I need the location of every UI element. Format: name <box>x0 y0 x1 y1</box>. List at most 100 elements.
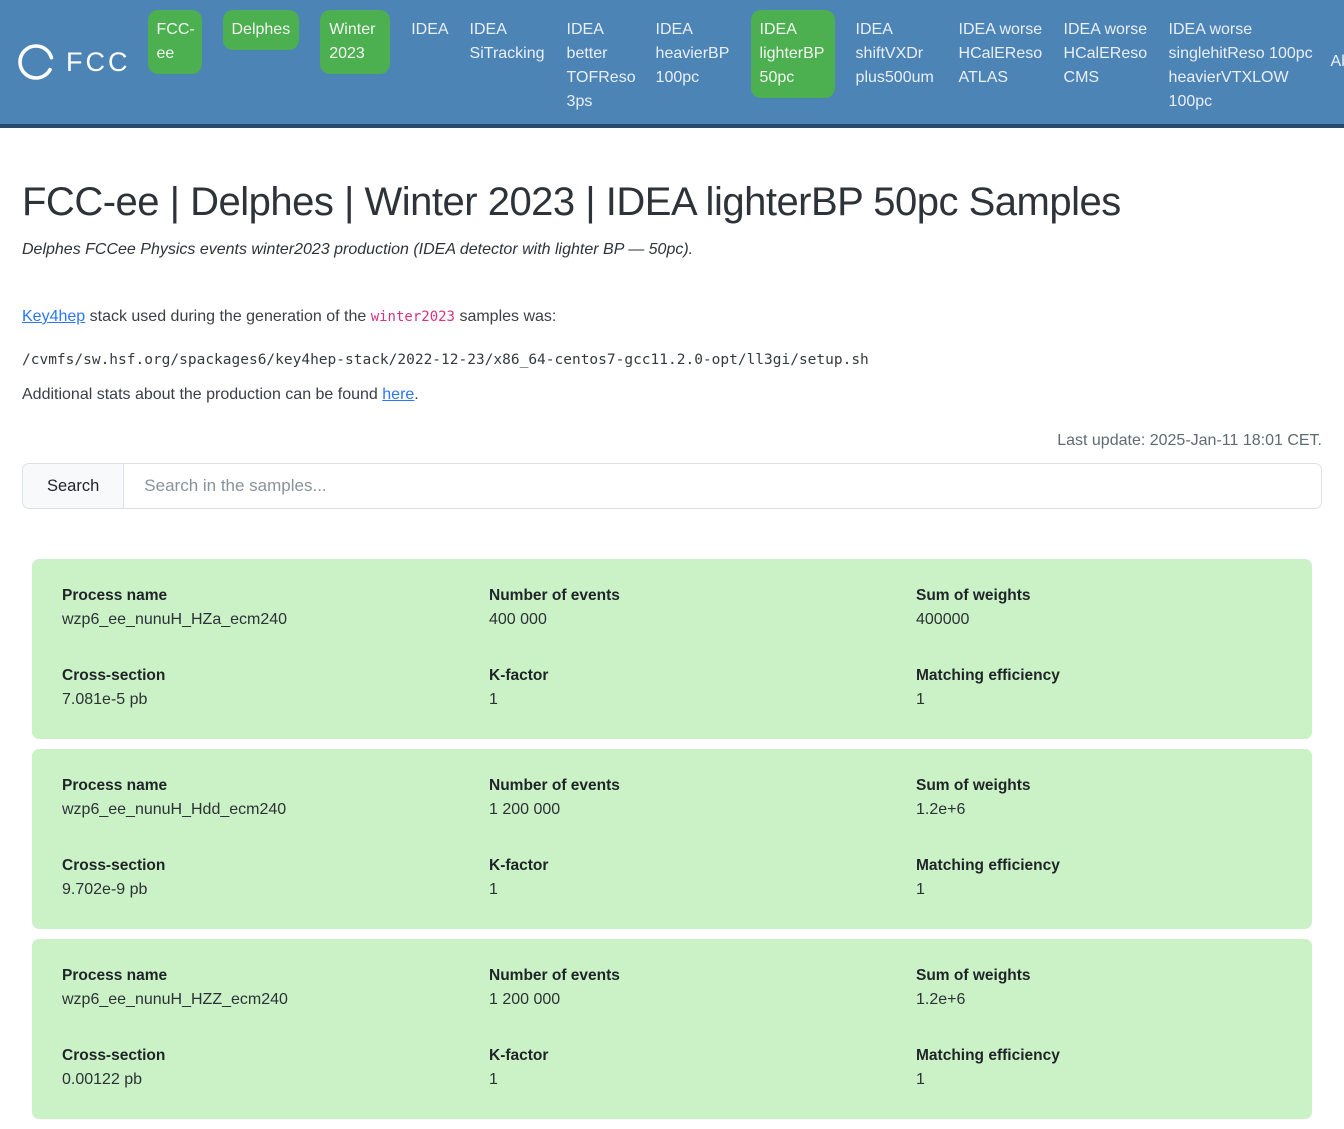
k-factor-cell: K-factor 1 <box>489 1044 916 1092</box>
field-value: 1.2e+6 <box>916 801 966 818</box>
nav-item-idea-better-tofreso-3ps[interactable]: IDEA better TOFReso 3ps <box>566 10 636 122</box>
cross-section-cell: Cross-section 7.081e-5 pb <box>62 664 489 712</box>
field-label: K-factor <box>489 1047 549 1064</box>
stack-text-2: samples was: <box>455 308 557 325</box>
nav-item-idea-lighterbp-50pc[interactable]: IDEA lighterBP 50pc <box>750 10 835 98</box>
search-label: Search <box>22 463 124 509</box>
sample-card-3: Process name wzp6_ee_nunuH_HZZ_ecm240 Nu… <box>32 939 1312 1119</box>
nav-link-idea-better-tofreso-3ps[interactable]: IDEA better TOFReso 3ps <box>566 21 636 110</box>
field-value: 7.081e-5 pb <box>62 691 148 708</box>
matching-efficiency-cell: Matching efficiency 1 <box>916 854 1282 902</box>
field-label: Sum of weights <box>916 587 1031 604</box>
nav-link-idea-worse-singlehitreso[interactable]: IDEA worse singlehitReso 100pc heavierVT… <box>1168 21 1313 110</box>
sample-card-1: Process name wzp6_ee_nunuH_HZa_ecm240 Nu… <box>32 559 1312 739</box>
field-label: Cross-section <box>62 1047 166 1064</box>
nav-item-fcc-ee[interactable]: FCC-ee <box>147 10 202 74</box>
stats-paragraph: Additional stats about the production ca… <box>22 383 1322 407</box>
field-value: 400000 <box>916 611 970 628</box>
field-label: Matching efficiency <box>916 667 1060 684</box>
logo-text: FCC <box>66 46 131 77</box>
nav-link-delphes[interactable]: Delphes <box>222 10 300 50</box>
process-name-cell: Process name wzp6_ee_nunuH_HZa_ecm240 <box>62 584 489 632</box>
field-value: 9.702e-9 pb <box>62 881 148 898</box>
stack-paragraph: Key4hep stack used during the generation… <box>22 305 1322 329</box>
fcc-ring-icon <box>16 42 56 82</box>
nav-link-idea-shiftvxdr-plus500um[interactable]: IDEA shiftVXDr plus500um <box>855 21 934 86</box>
nav-link-idea-sitracking[interactable]: IDEA SiTracking <box>469 21 545 62</box>
field-label: K-factor <box>489 857 549 874</box>
samples-list: Process name wzp6_ee_nunuH_HZa_ecm240 Nu… <box>32 559 1312 1119</box>
sample-card-2: Process name wzp6_ee_nunuH_Hdd_ecm240 Nu… <box>32 749 1312 929</box>
nav-link-idea-worse-hcalereso-cms[interactable]: IDEA worse HCalEReso CMS <box>1063 21 1148 86</box>
field-label: Number of events <box>489 967 620 984</box>
sum-of-weights-cell: Sum of weights 400000 <box>916 584 1282 632</box>
page-title: FCC-ee | Delphes | Winter 2023 | IDEA li… <box>22 180 1121 224</box>
matching-efficiency-cell: Matching efficiency 1 <box>916 664 1282 712</box>
field-label: Cross-section <box>62 667 166 684</box>
field-value: 1 <box>916 1071 925 1088</box>
cross-section-cell: Cross-section 9.702e-9 pb <box>62 854 489 902</box>
nav-link-idea-worse-hcalereso-atlas[interactable]: IDEA worse HCalEReso ATLAS <box>958 21 1043 86</box>
nav-item-about[interactable]: About <box>1331 53 1344 71</box>
field-value: 1 <box>489 1071 498 1088</box>
field-value: 1.2e+6 <box>916 991 966 1008</box>
field-value: wzp6_ee_nunuH_HZa_ecm240 <box>62 611 288 628</box>
inline-code-winter2023: winter2023 <box>370 309 455 325</box>
field-value: wzp6_ee_nunuH_HZZ_ecm240 <box>62 991 288 1008</box>
stats-text-1: Additional stats about the production ca… <box>22 386 383 403</box>
field-value: 1 <box>489 881 498 898</box>
nav-item-idea-worse-hcalereso-cms[interactable]: IDEA worse HCalEReso CMS <box>1064 10 1148 98</box>
nav-item-winter-2023[interactable]: Winter 2023 <box>320 10 391 74</box>
nav-item-idea-shiftvxdr-plus500um[interactable]: IDEA shiftVXDr plus500um <box>856 10 938 98</box>
field-value: 1 <box>916 691 925 708</box>
nav-link-winter-2023[interactable]: Winter 2023 <box>320 10 391 74</box>
nav-menu: FCC-ee Delphes Winter 2023 IDEA IDEA SiT… <box>147 0 1331 122</box>
nav-item-idea-sitracking[interactable]: IDEA SiTracking <box>470 10 546 74</box>
field-value: 0.00122 pb <box>62 1071 143 1088</box>
nav-right: About <box>1331 53 1344 71</box>
setup-path-code: /cvmfs/sw.hsf.org/spackages6/key4hep-sta… <box>22 352 869 368</box>
key4hep-link[interactable]: Key4hep <box>22 308 86 325</box>
nav-item-idea-worse-hcalereso-atlas[interactable]: IDEA worse HCalEReso ATLAS <box>959 10 1043 98</box>
page-subtitle: Delphes FCCee Physics events winter2023 … <box>22 241 694 258</box>
field-label: K-factor <box>489 667 549 684</box>
nav-item-idea-worse-singlehitreso[interactable]: IDEA worse singlehitReso 100pc heavierVT… <box>1169 10 1331 122</box>
nav-item-delphes[interactable]: Delphes <box>222 10 300 50</box>
nav-link-fcc-ee[interactable]: FCC-ee <box>147 10 202 74</box>
field-label: Sum of weights <box>916 967 1031 984</box>
nav-link-idea-heavierbp-100pc[interactable]: IDEA heavierBP 100pc <box>655 21 730 86</box>
field-label: Matching efficiency <box>916 1047 1060 1064</box>
number-of-events-cell: Number of events 1 200 000 <box>489 964 916 1012</box>
sum-of-weights-cell: Sum of weights 1.2e+6 <box>916 964 1282 1012</box>
nav-link-idea-lighterbp-50pc[interactable]: IDEA lighterBP 50pc <box>750 10 835 98</box>
k-factor-cell: K-factor 1 <box>489 854 916 902</box>
cross-section-cell: Cross-section 0.00122 pb <box>62 1044 489 1092</box>
field-label: Sum of weights <box>916 777 1031 794</box>
matching-efficiency-cell: Matching efficiency 1 <box>916 1044 1282 1092</box>
sum-of-weights-cell: Sum of weights 1.2e+6 <box>916 774 1282 822</box>
field-value: 1 200 000 <box>489 801 561 818</box>
stack-text-1: stack used during the generation of the <box>85 308 371 325</box>
about-link[interactable]: About <box>1330 53 1344 70</box>
number-of-events-cell: Number of events 1 200 000 <box>489 774 916 822</box>
field-value: 400 000 <box>489 611 547 628</box>
field-label: Process name <box>62 967 168 984</box>
field-label: Number of events <box>489 587 620 604</box>
fcc-logo[interactable]: FCC <box>16 42 131 82</box>
field-value: wzp6_ee_nunuH_Hdd_ecm240 <box>62 801 287 818</box>
field-value: 1 <box>916 881 925 898</box>
field-label: Number of events <box>489 777 620 794</box>
field-label: Matching efficiency <box>916 857 1060 874</box>
search-input[interactable] <box>123 463 1322 509</box>
last-update: Last update: 2025-Jan-11 18:01 CET. <box>1057 432 1322 449</box>
field-label: Process name <box>62 777 168 794</box>
field-label: Process name <box>62 587 168 604</box>
nav-link-idea[interactable]: IDEA <box>411 21 449 38</box>
nav-item-idea-heavierbp-100pc[interactable]: IDEA heavierBP 100pc <box>656 10 730 98</box>
here-link[interactable]: here <box>382 386 415 403</box>
field-value: 1 200 000 <box>489 991 561 1008</box>
top-navbar: FCC FCC-ee Delphes Winter 2023 IDEA IDEA… <box>0 0 1344 128</box>
nav-item-idea[interactable]: IDEA <box>411 10 448 50</box>
field-label: Cross-section <box>62 857 166 874</box>
process-name-cell: Process name wzp6_ee_nunuH_Hdd_ecm240 <box>62 774 489 822</box>
